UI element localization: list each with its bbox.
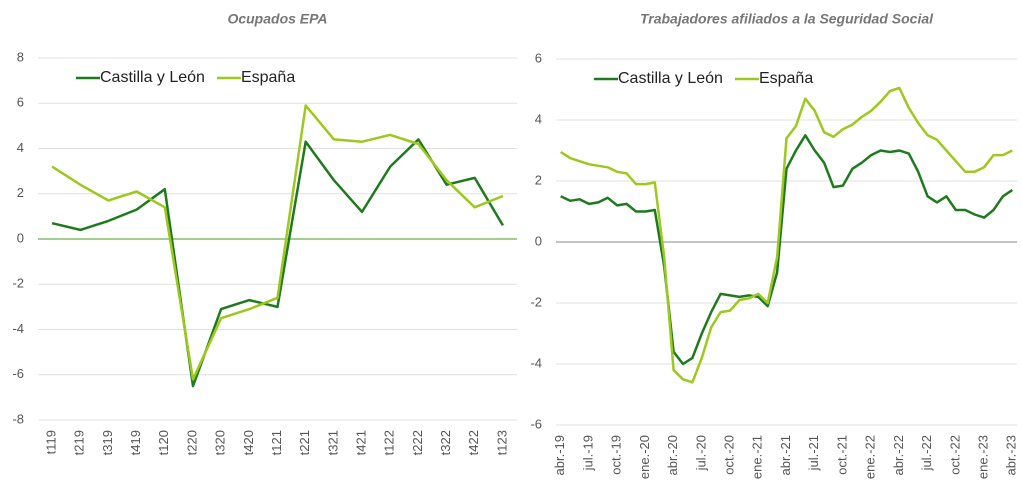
x-tick-label: jul.-21 bbox=[806, 435, 821, 471]
x-tick-label: ene.-20 bbox=[637, 435, 652, 479]
legend-label: Castilla y León bbox=[618, 70, 723, 87]
x-tick-label: t319 bbox=[100, 430, 115, 455]
x-tick-label: t121 bbox=[269, 430, 284, 455]
series-line bbox=[560, 86, 1013, 384]
x-tick-label: t420 bbox=[241, 430, 256, 455]
x-tick-label: jul.-22 bbox=[919, 435, 934, 471]
legend-label: Castilla y León bbox=[100, 69, 205, 86]
x-tick-label: t221 bbox=[297, 430, 312, 455]
x-tick-label: t322 bbox=[438, 430, 453, 455]
series-line bbox=[51, 138, 504, 388]
x-tick-label: t119 bbox=[44, 430, 59, 454]
x-tick-label: ene.-21 bbox=[750, 435, 765, 479]
y-tick-label: -8 bbox=[12, 411, 24, 426]
x-tick-label: jul.-19 bbox=[580, 435, 595, 471]
y-tick-label: -6 bbox=[12, 366, 24, 381]
series-line bbox=[560, 134, 1013, 366]
x-tick-label: oct.-20 bbox=[721, 435, 736, 475]
x-tick-label: abr.-20 bbox=[665, 435, 680, 475]
y-tick-label: 4 bbox=[535, 111, 542, 126]
x-tick-label: t321 bbox=[325, 430, 340, 455]
y-tick-label: 4 bbox=[17, 140, 24, 155]
x-tick-label: abr.-22 bbox=[891, 435, 906, 475]
x-tick-label: t421 bbox=[353, 430, 368, 455]
y-tick-label: 6 bbox=[535, 50, 542, 65]
y-tick-label: 8 bbox=[17, 49, 24, 64]
chart-title: Trabajadores afiliados a la Seguridad So… bbox=[640, 11, 934, 27]
x-tick-label: abr.-23 bbox=[1004, 435, 1019, 475]
y-tick-label: -2 bbox=[530, 294, 542, 309]
x-tick-label: abr.-19 bbox=[552, 435, 567, 475]
series-line bbox=[51, 104, 504, 381]
chart-title: Ocupados EPA bbox=[227, 11, 327, 27]
x-tick-label: ene.-22 bbox=[863, 435, 878, 479]
y-tick-label: 0 bbox=[535, 233, 542, 248]
y-tick-label: -4 bbox=[12, 321, 24, 336]
y-tick-label: -6 bbox=[530, 416, 542, 431]
x-tick-label: t222 bbox=[410, 430, 425, 455]
x-tick-label: t219 bbox=[72, 430, 87, 455]
x-tick-label: t320 bbox=[213, 430, 228, 455]
y-tick-label: -2 bbox=[12, 276, 24, 291]
x-tick-label: jul.-20 bbox=[693, 435, 708, 471]
x-tick-label: t120 bbox=[156, 430, 171, 455]
x-tick-label: t122 bbox=[382, 430, 397, 455]
x-tick-label: t422 bbox=[466, 430, 481, 455]
x-tick-label: ene.-23 bbox=[976, 435, 991, 479]
y-tick-label: 2 bbox=[535, 172, 542, 187]
legend-label: España bbox=[241, 69, 295, 86]
y-tick-label: 0 bbox=[17, 230, 24, 245]
y-tick-label: 6 bbox=[17, 95, 24, 110]
x-tick-label: oct.-22 bbox=[947, 435, 962, 475]
x-tick-label: oct.-19 bbox=[609, 435, 624, 475]
x-tick-label: abr.-21 bbox=[778, 435, 793, 475]
x-tick-label: t123 bbox=[494, 430, 509, 455]
x-tick-label: oct.-21 bbox=[834, 435, 849, 475]
y-tick-label: -4 bbox=[530, 355, 542, 370]
y-tick-label: 2 bbox=[17, 185, 24, 200]
x-tick-label: t419 bbox=[128, 430, 143, 455]
x-tick-label: t220 bbox=[184, 430, 199, 455]
legend-label: España bbox=[759, 70, 813, 87]
